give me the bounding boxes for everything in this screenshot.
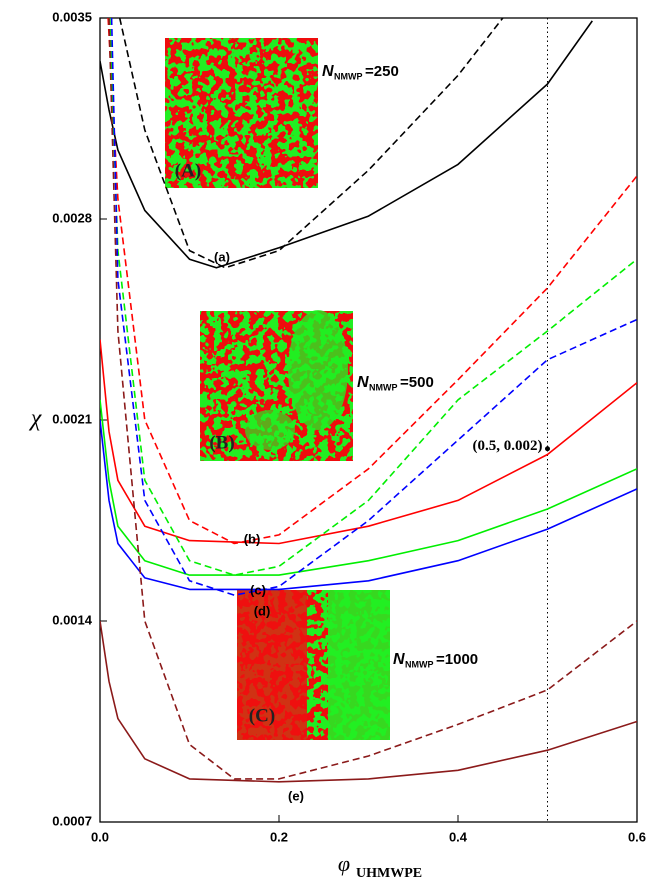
y-tick-label: 0.0035: [52, 9, 92, 24]
curve-label: (e): [288, 788, 304, 803]
x-axis-label-subscript: UHMWPE: [356, 866, 422, 881]
inset-label: (C): [249, 705, 275, 726]
n-value: =1000: [436, 651, 478, 668]
curve-label: (a): [214, 249, 230, 264]
n-symbol: N: [322, 63, 334, 80]
n-symbol: N: [357, 374, 369, 391]
y-axis-label: χ: [29, 406, 43, 432]
curve-label: (c): [250, 582, 266, 597]
x-tick-label: 0.6: [628, 829, 646, 844]
point-marker: [545, 446, 550, 451]
y-tick-label: 0.0014: [52, 612, 93, 627]
n-value: =250: [365, 63, 399, 80]
chart: χ φ UHMWPE 0.0 0.2 0.4 0.6 0.0007 0.0014 0.002…: [0, 0, 650, 887]
y-tick-label: 0.0021: [52, 411, 92, 426]
curve: [100, 340, 637, 544]
x-tick-label: 0.2: [270, 829, 288, 844]
n-subscript: NMWP: [405, 659, 434, 669]
n-subscript: NMWP: [334, 71, 363, 81]
x-axis-label: φ: [338, 851, 350, 876]
curve-label: (d): [254, 603, 271, 618]
n-subscript: NMWP: [369, 382, 398, 392]
y-tick-label: 0.0028: [52, 210, 92, 225]
n-value: =500: [400, 374, 434, 391]
curve-label: (b): [244, 531, 261, 546]
curve: [100, 400, 637, 575]
inset-label: (B): [209, 432, 234, 453]
point-label: (0.5, 0.002): [473, 438, 543, 454]
x-tick-label: 0.0: [91, 829, 109, 844]
inset-label: (A): [175, 160, 201, 181]
y-tick-label: 0.0007: [52, 813, 92, 828]
n-symbol: N: [393, 651, 405, 668]
x-tick-label: 0.4: [449, 829, 468, 844]
